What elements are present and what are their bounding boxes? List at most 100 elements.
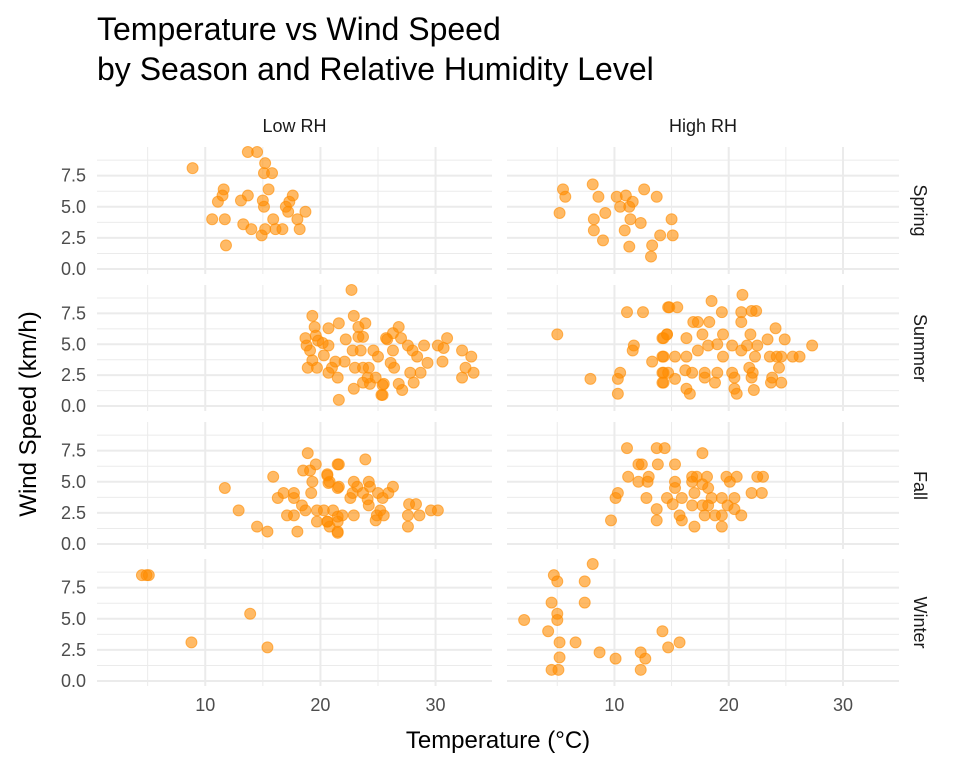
data-point (218, 213, 231, 226)
data-point (305, 486, 318, 499)
data-point (657, 350, 670, 363)
chart-title: Temperature vs Wind Speed (97, 11, 501, 47)
data-point (688, 520, 701, 533)
data-point (322, 322, 335, 335)
data-point (261, 525, 274, 538)
data-point (640, 491, 653, 504)
data-point (347, 309, 360, 322)
x-tick-label: 10 (195, 695, 215, 715)
data-point (587, 213, 600, 226)
data-point (626, 195, 639, 208)
row-strip-label: Winter (910, 596, 930, 648)
data-point (666, 498, 679, 511)
data-point (646, 239, 659, 252)
data-point (552, 663, 565, 676)
chart-subtitle: by Season and Relative Humidity Level (97, 51, 654, 87)
data-point (592, 190, 605, 203)
y-tick-label: 0.0 (61, 259, 86, 279)
data-point (702, 481, 715, 494)
data-point (691, 344, 704, 357)
data-point (662, 641, 675, 654)
y-tick-label: 5.0 (61, 197, 86, 217)
data-point (711, 366, 724, 379)
data-point (669, 350, 681, 363)
data-point (773, 361, 785, 374)
panel-fall-high-rh (507, 422, 899, 549)
data-point (569, 636, 582, 649)
data-point (709, 376, 721, 389)
data-point (218, 481, 231, 494)
data-point (686, 475, 699, 488)
data-point (715, 306, 728, 319)
panel-spring-low-rh (97, 145, 492, 274)
y-tick-label: 7.5 (61, 303, 86, 323)
data-point (322, 339, 335, 352)
y-tick-label: 0.0 (61, 671, 86, 691)
data-point (735, 344, 748, 357)
data-point (376, 388, 389, 401)
data-point (586, 557, 599, 570)
data-point (232, 504, 245, 517)
data-point (634, 216, 647, 229)
data-point (578, 596, 591, 609)
y-tick-label: 5.0 (61, 334, 86, 354)
data-point (584, 372, 597, 385)
data-point (717, 328, 729, 341)
data-point (609, 652, 622, 665)
data-point (735, 316, 748, 329)
data-point (332, 393, 345, 406)
data-point (639, 652, 652, 665)
data-point (635, 458, 648, 471)
x-axis-title: Temperature (°C) (406, 727, 590, 754)
data-point (291, 213, 304, 226)
data-point (380, 332, 393, 345)
data-point (362, 499, 375, 512)
data-point (465, 350, 478, 363)
data-point (611, 387, 624, 400)
data-point (622, 470, 635, 483)
panel-winter-low-rh (97, 559, 492, 686)
data-point (255, 229, 268, 242)
data-point (686, 366, 699, 379)
x-tick-label: 10 (604, 695, 624, 715)
data-point (347, 382, 360, 395)
y-tick-label: 2.5 (61, 640, 86, 660)
row-strip-label: Spring (910, 184, 930, 236)
data-point (587, 224, 600, 237)
data-point (306, 309, 319, 322)
data-point (614, 366, 627, 379)
data-point (411, 350, 424, 363)
data-point (750, 304, 763, 317)
data-point (359, 453, 372, 466)
data-point (665, 213, 678, 226)
data-point (185, 636, 198, 649)
data-point (276, 223, 289, 236)
data-point (730, 470, 743, 483)
data-point (395, 332, 408, 345)
panel-winter-high-rh (507, 557, 899, 686)
data-point (749, 350, 761, 363)
data-point (656, 332, 669, 345)
panel-summer-high-rh (507, 285, 899, 411)
data-point (441, 332, 454, 345)
data-point (637, 306, 649, 319)
data-point (437, 342, 450, 354)
data-point (597, 234, 609, 247)
panel-summer-low-rh (97, 283, 492, 411)
data-point (669, 458, 681, 471)
data-point (715, 509, 728, 522)
data-point (331, 371, 344, 384)
data-point (310, 361, 323, 374)
data-point (551, 614, 564, 627)
data-point (599, 206, 612, 219)
data-point (317, 349, 330, 362)
data-point (344, 491, 357, 504)
x-tick-label: 30 (833, 695, 853, 715)
data-point (657, 376, 670, 389)
data-point (211, 195, 224, 208)
data-point (621, 306, 633, 319)
data-point (142, 569, 155, 582)
column-strip-label: Low RH (262, 116, 326, 136)
data-point (757, 470, 769, 483)
data-point (730, 387, 743, 400)
